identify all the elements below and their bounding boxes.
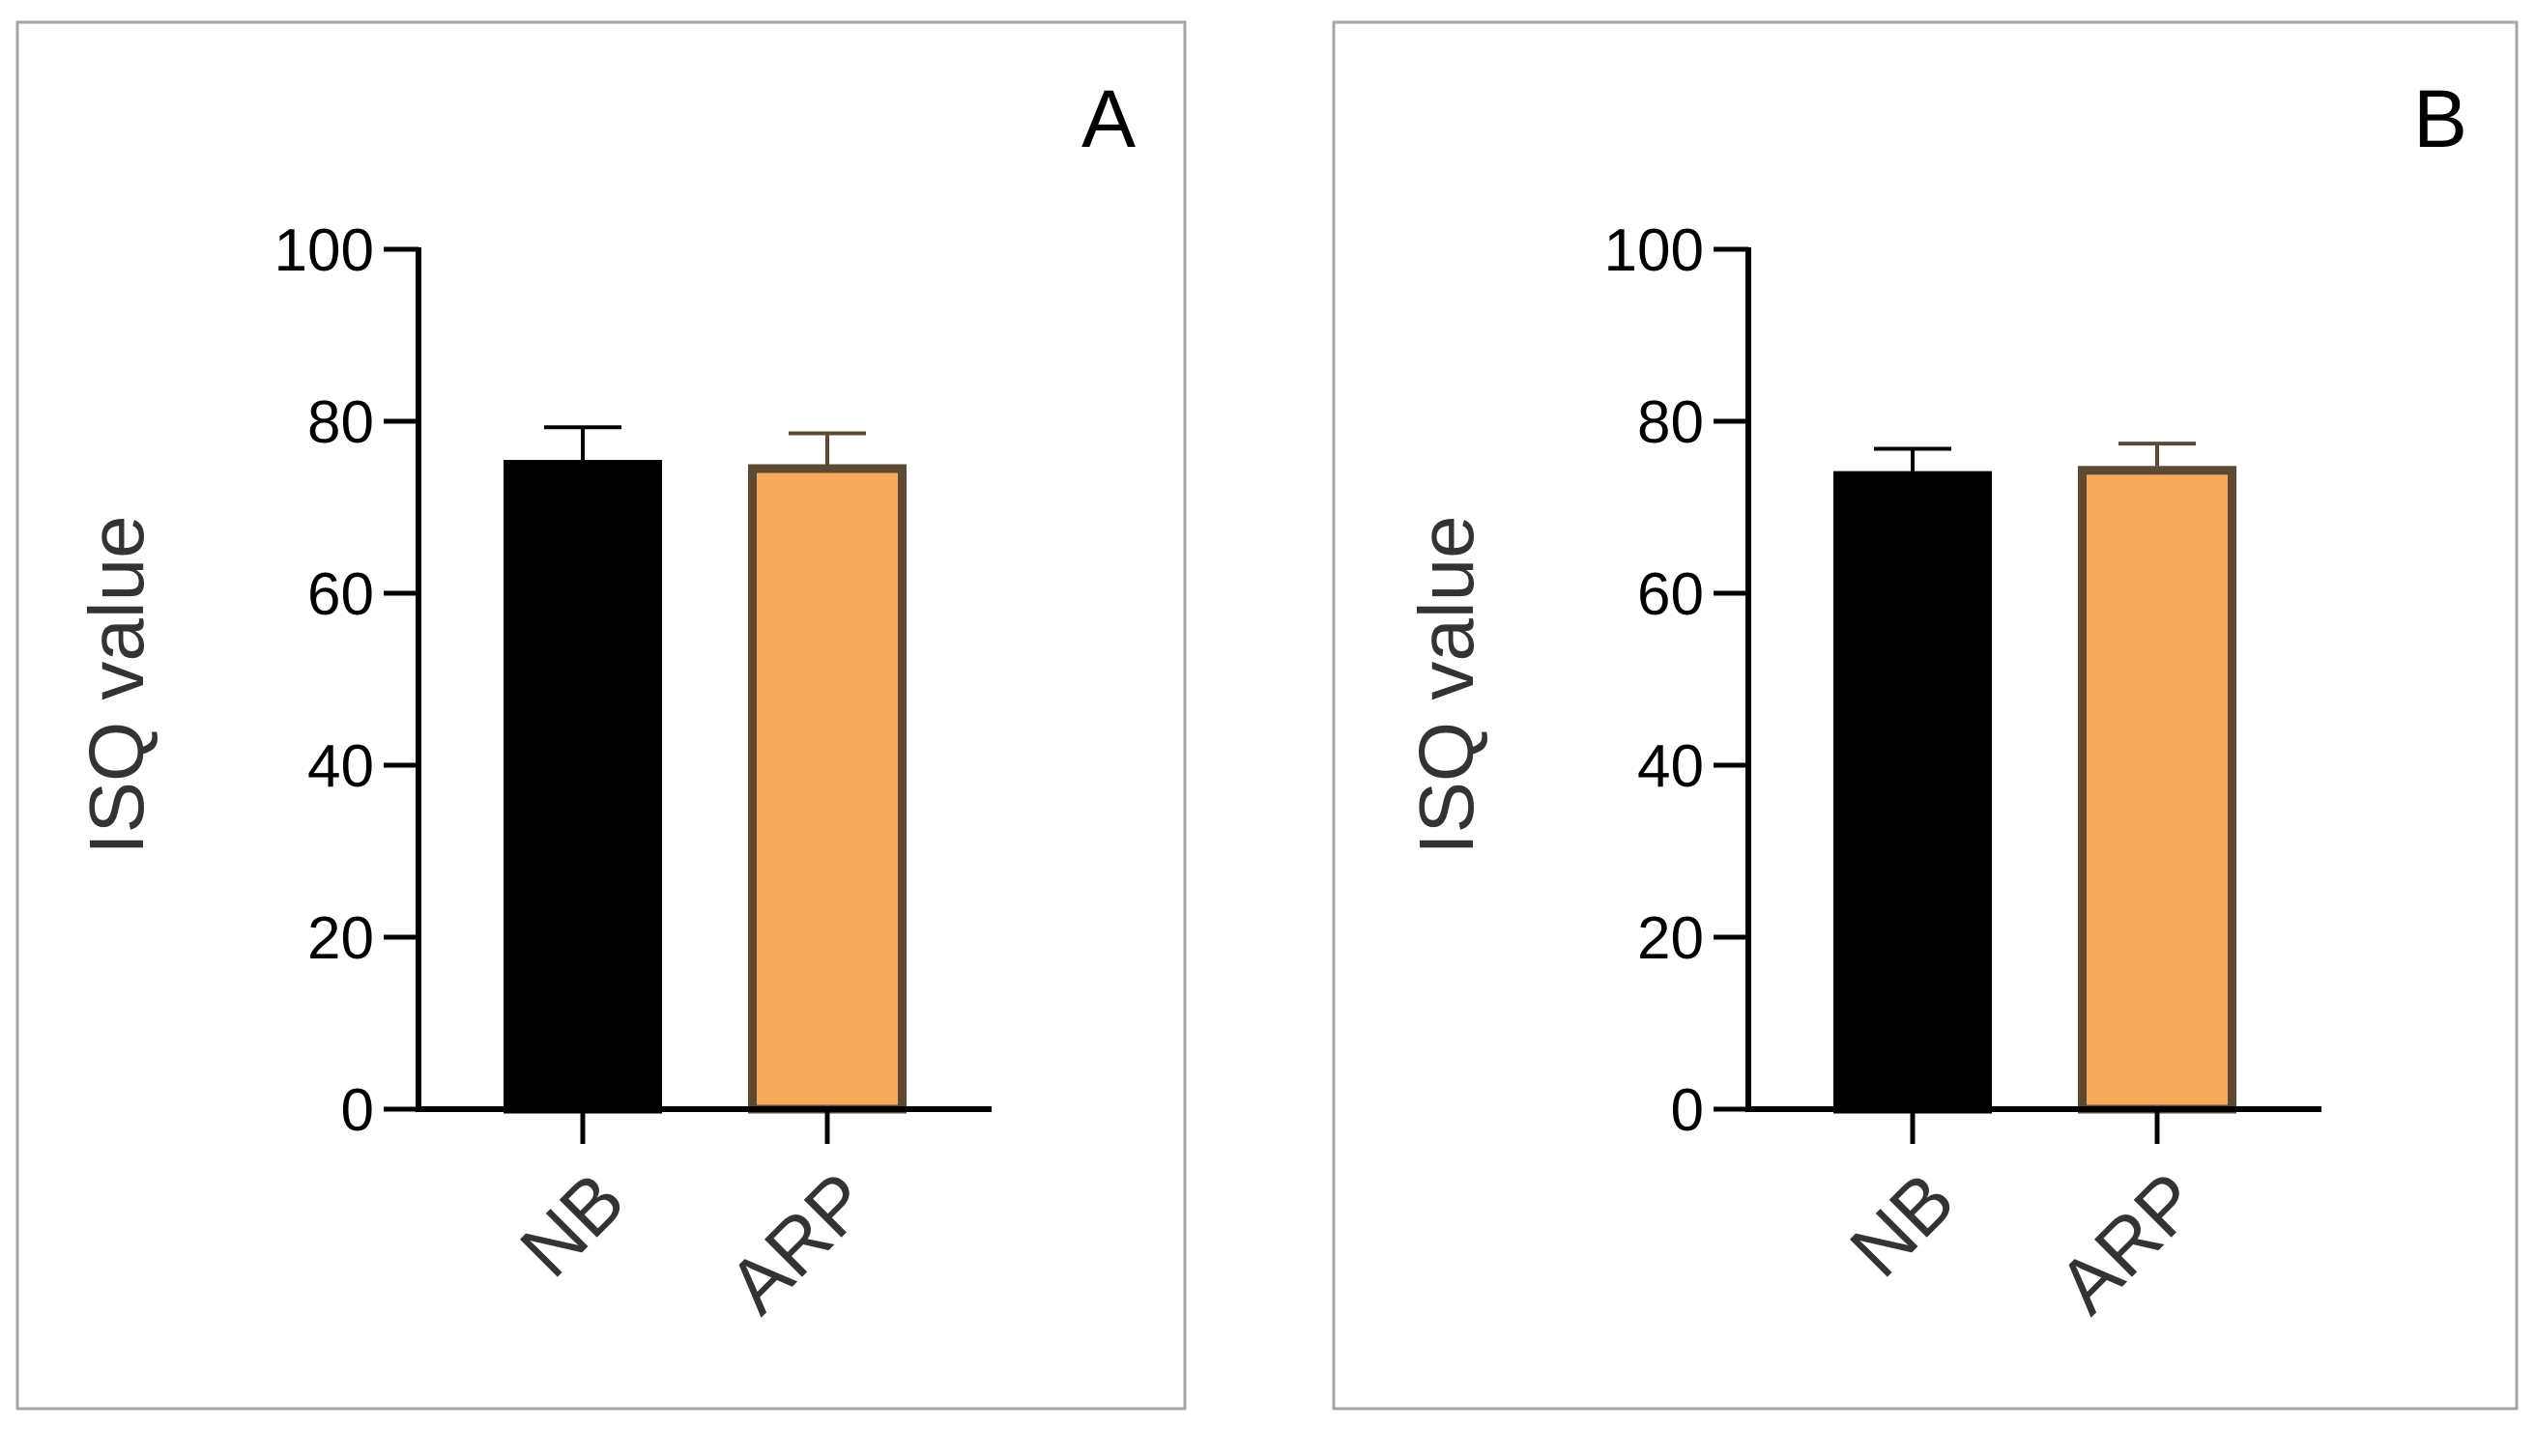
y-tick-label-b-20: 20 [1637, 905, 1704, 972]
x-tick-label-b-arp: ARP [2042, 1156, 2215, 1329]
y-axis-label-a: ISQ value [73, 515, 159, 854]
y-tick-label-a-40: 40 [307, 733, 374, 800]
y-tick-label-b-100: 100 [1604, 217, 1704, 284]
panel-label-b: B [2413, 73, 2467, 164]
panel-label-a: A [1081, 73, 1136, 164]
y-tick-label-b-40: 40 [1637, 733, 1704, 800]
bar-a-arp [748, 464, 907, 1114]
y-tick-label-b-0: 0 [1671, 1077, 1704, 1144]
y-axis-label-b: ISQ value [1403, 515, 1489, 854]
y-tick-label-a-100: 100 [274, 217, 374, 284]
y-tick-label-b-80: 80 [1637, 389, 1704, 456]
x-tick-label-a-nb: NB [504, 1156, 641, 1294]
panel-border-b [1332, 20, 2519, 1411]
y-tick-label-a-60: 60 [307, 561, 374, 628]
chart-panel-a: A 0 20 40 60 80 100 ISQ value NB ARP [15, 20, 1187, 1411]
y-tick-label-a-80: 80 [307, 389, 374, 456]
bar-a-nb [504, 460, 662, 1114]
y-tick-label-b-60: 60 [1637, 561, 1704, 628]
y-tick-label-a-20: 20 [307, 905, 374, 972]
bar-b-nb [1833, 471, 1992, 1114]
y-tick-label-a-0: 0 [341, 1077, 374, 1144]
bar-b-arp [2078, 466, 2236, 1114]
panel-border-a [15, 20, 1187, 1411]
x-tick-label-a-arp: ARP [712, 1156, 885, 1329]
chart-panel-b: B 0 20 40 60 80 100 ISQ value NB ARP [1332, 20, 2519, 1411]
x-tick-label-b-nb: NB [1833, 1156, 1971, 1294]
